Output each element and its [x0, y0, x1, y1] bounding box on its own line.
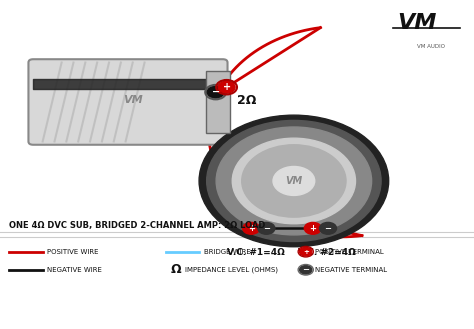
Text: Ω: Ω: [171, 263, 181, 276]
Text: V.C. #1=4Ω: V.C. #1=4Ω: [227, 248, 285, 257]
Text: 2Ω: 2Ω: [237, 94, 256, 107]
Text: V.C. #2=4Ω: V.C. #2=4Ω: [298, 248, 356, 257]
Text: VM AUDIO: VM AUDIO: [417, 43, 446, 49]
Circle shape: [242, 145, 346, 217]
Text: POSITIVE WIRE: POSITIVE WIRE: [47, 249, 99, 255]
Text: VM: VM: [285, 176, 302, 186]
Circle shape: [304, 222, 321, 234]
Circle shape: [300, 266, 312, 274]
Text: NEGATIVE TERMINAL: NEGATIVE TERMINAL: [315, 267, 387, 273]
Circle shape: [207, 86, 224, 98]
Text: +: +: [248, 224, 255, 233]
Circle shape: [216, 127, 372, 235]
FancyBboxPatch shape: [206, 71, 230, 133]
Circle shape: [207, 120, 381, 241]
Text: −: −: [325, 224, 331, 233]
Circle shape: [273, 166, 315, 195]
Text: −: −: [263, 224, 270, 233]
Circle shape: [232, 138, 356, 224]
Text: +: +: [222, 82, 231, 92]
Circle shape: [319, 222, 337, 234]
Circle shape: [243, 222, 260, 234]
Text: IMPEDANCE LEVEL (OHMS): IMPEDANCE LEVEL (OHMS): [185, 266, 278, 273]
Text: NEGATIVE WIRE: NEGATIVE WIRE: [47, 267, 102, 273]
Text: +: +: [303, 249, 309, 255]
Text: −: −: [211, 87, 220, 97]
Circle shape: [199, 115, 389, 247]
FancyBboxPatch shape: [28, 59, 228, 145]
Text: VM: VM: [123, 95, 143, 105]
Text: BRIDGE WIRE: BRIDGE WIRE: [204, 249, 251, 255]
Text: −: −: [302, 265, 309, 274]
Text: VM: VM: [397, 13, 437, 33]
Text: POSITIVE TERMINAL: POSITIVE TERMINAL: [315, 249, 384, 255]
Text: +: +: [310, 224, 316, 233]
Text: ONE 4Ω DVC SUB, BRIDGED 2-CHANNEL AMP: 2Ω LOAD: ONE 4Ω DVC SUB, BRIDGED 2-CHANNEL AMP: 2…: [9, 221, 266, 230]
Circle shape: [258, 222, 275, 234]
Circle shape: [218, 81, 235, 93]
Circle shape: [300, 247, 312, 256]
